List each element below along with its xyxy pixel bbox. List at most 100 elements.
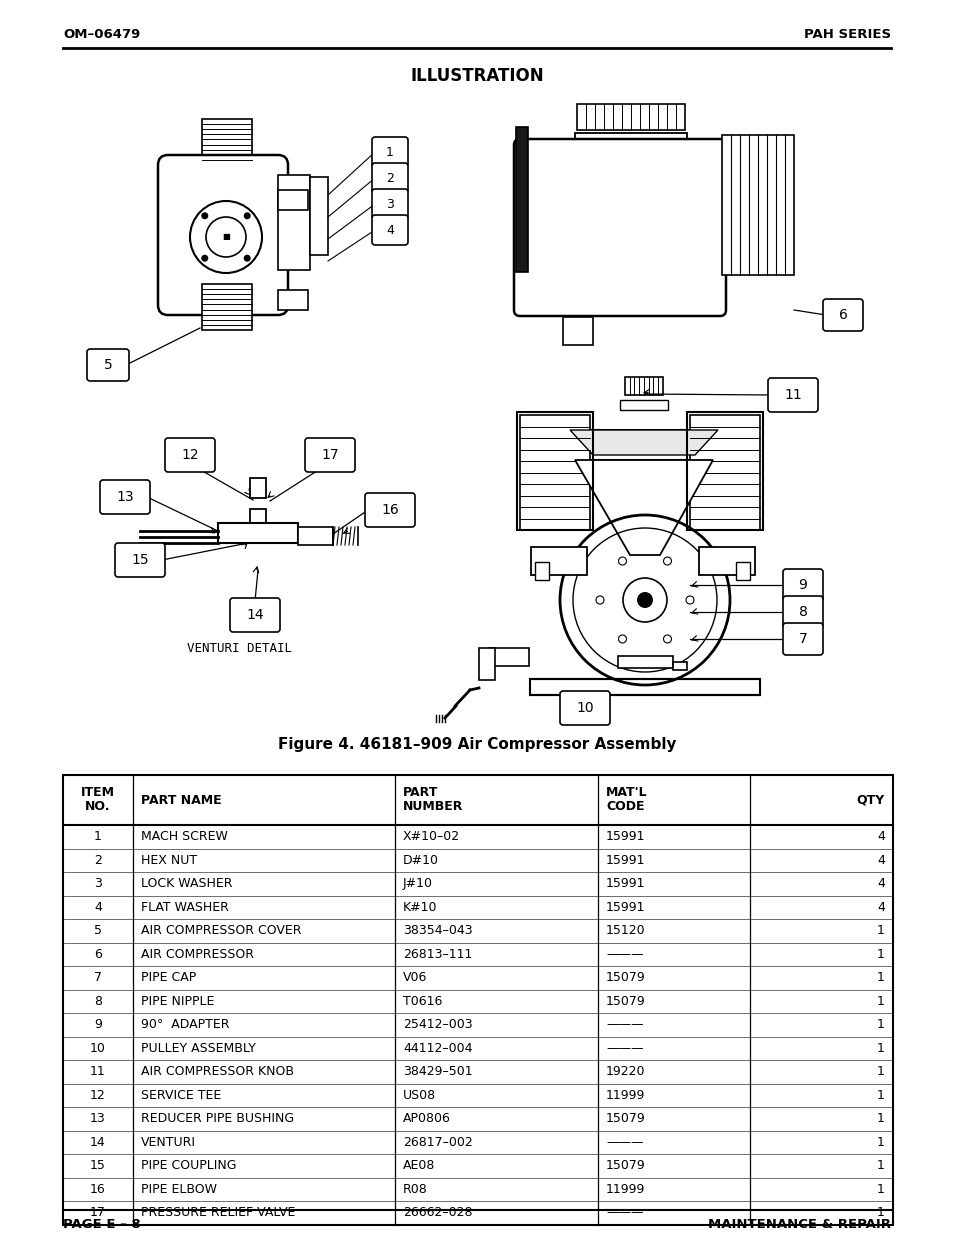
FancyBboxPatch shape (372, 189, 408, 219)
Text: 7: 7 (94, 971, 102, 984)
Text: HEX NUT: HEX NUT (141, 853, 197, 867)
Text: 4: 4 (876, 853, 884, 867)
Text: 38354–043: 38354–043 (402, 924, 472, 937)
Text: ITEM: ITEM (81, 787, 115, 799)
Text: 5: 5 (94, 924, 102, 937)
Bar (624, 377, 662, 395)
Text: 3: 3 (386, 198, 394, 210)
Text: 6: 6 (838, 308, 846, 322)
Text: 26813–111: 26813–111 (402, 947, 472, 961)
Text: 15: 15 (132, 553, 149, 567)
Text: ———: ——— (605, 1018, 643, 1031)
Bar (618, 656, 672, 668)
Text: PART NAME: PART NAME (141, 794, 221, 806)
FancyBboxPatch shape (165, 438, 214, 472)
FancyBboxPatch shape (372, 215, 408, 245)
Text: 1: 1 (876, 1066, 884, 1078)
Text: MAINTENANCE & REPAIR: MAINTENANCE & REPAIR (707, 1219, 890, 1231)
FancyBboxPatch shape (365, 493, 415, 527)
Bar (310, 177, 328, 254)
Bar (489, 648, 529, 666)
Text: PRESSURE RELIEF VALVE: PRESSURE RELIEF VALVE (141, 1207, 295, 1219)
Text: 26662–028: 26662–028 (402, 1207, 472, 1219)
Text: 11999: 11999 (605, 1089, 644, 1102)
Text: NUMBER: NUMBER (402, 800, 463, 814)
Text: 4: 4 (386, 224, 394, 236)
Text: MAT'L: MAT'L (605, 787, 647, 799)
Text: ■: ■ (222, 232, 230, 242)
Text: 38429–501: 38429–501 (402, 1066, 472, 1078)
FancyBboxPatch shape (767, 378, 817, 412)
Text: X#10–02: X#10–02 (402, 830, 459, 844)
Text: 4: 4 (876, 830, 884, 844)
Text: 1: 1 (876, 1160, 884, 1172)
Text: 15: 15 (90, 1160, 106, 1172)
Text: LOCK WASHER: LOCK WASHER (141, 877, 233, 890)
Text: 1: 1 (876, 924, 884, 937)
Polygon shape (569, 430, 718, 454)
Text: 25412–003: 25412–003 (402, 1018, 472, 1031)
FancyBboxPatch shape (782, 569, 822, 601)
FancyBboxPatch shape (305, 438, 355, 472)
Text: 8: 8 (798, 605, 806, 619)
Text: 4: 4 (94, 900, 102, 914)
Text: 12: 12 (90, 1089, 106, 1102)
Text: PART: PART (402, 787, 438, 799)
Polygon shape (543, 430, 743, 459)
Text: PIPE COUPLING: PIPE COUPLING (141, 1160, 236, 1172)
Text: AE08: AE08 (402, 1160, 435, 1172)
Text: 7: 7 (798, 632, 806, 646)
FancyBboxPatch shape (372, 137, 408, 167)
Text: 4: 4 (876, 877, 884, 890)
Circle shape (201, 254, 208, 262)
Text: J#10: J#10 (402, 877, 433, 890)
Text: AIR COMPRESSOR KNOB: AIR COMPRESSOR KNOB (141, 1066, 294, 1078)
Text: K#10: K#10 (402, 900, 437, 914)
Bar (575, 133, 686, 156)
Bar (530, 679, 760, 695)
Bar (297, 527, 333, 545)
Text: 13: 13 (116, 490, 133, 504)
Text: 2: 2 (386, 172, 394, 184)
Text: 1: 1 (876, 994, 884, 1008)
Bar (699, 547, 754, 576)
FancyBboxPatch shape (782, 597, 822, 629)
Text: 17: 17 (321, 448, 338, 462)
Bar (250, 478, 266, 498)
Bar (277, 175, 310, 270)
FancyBboxPatch shape (115, 543, 165, 577)
Bar (577, 104, 684, 130)
Text: 1: 1 (876, 1042, 884, 1055)
Text: AIR COMPRESSOR: AIR COMPRESSOR (141, 947, 253, 961)
Text: QTY: QTY (856, 794, 884, 806)
Text: 90°  ADAPTER: 90° ADAPTER (141, 1018, 230, 1031)
Text: PULLEY ASSEMBLY: PULLEY ASSEMBLY (141, 1042, 255, 1055)
Text: 1: 1 (876, 1113, 884, 1125)
Text: 19220: 19220 (605, 1066, 645, 1078)
Text: V06: V06 (402, 971, 427, 984)
FancyBboxPatch shape (514, 140, 725, 316)
Text: OM–06479: OM–06479 (63, 27, 140, 41)
Text: VENTURI: VENTURI (141, 1136, 195, 1149)
Text: US08: US08 (402, 1089, 436, 1102)
Bar (562, 317, 593, 345)
Text: 8: 8 (94, 994, 102, 1008)
Bar (63, 776, 892, 1224)
Text: T0616: T0616 (402, 994, 442, 1008)
Text: 44112–004: 44112–004 (402, 1042, 472, 1055)
Circle shape (243, 212, 251, 220)
Text: 16: 16 (90, 1183, 106, 1195)
Bar (686, 412, 762, 530)
Text: 5: 5 (104, 358, 112, 372)
Text: 1: 1 (876, 1089, 884, 1102)
Text: PAH SERIES: PAH SERIES (803, 27, 890, 41)
Text: 1: 1 (876, 1207, 884, 1219)
Bar (277, 190, 308, 210)
FancyBboxPatch shape (230, 598, 280, 632)
Circle shape (243, 254, 251, 262)
Bar (277, 290, 308, 310)
Text: 17: 17 (90, 1207, 106, 1219)
Text: Figure 4. 46181–909 Air Compressor Assembly: Figure 4. 46181–909 Air Compressor Assem… (277, 737, 676, 752)
Text: 15120: 15120 (605, 924, 645, 937)
Bar (689, 415, 760, 530)
